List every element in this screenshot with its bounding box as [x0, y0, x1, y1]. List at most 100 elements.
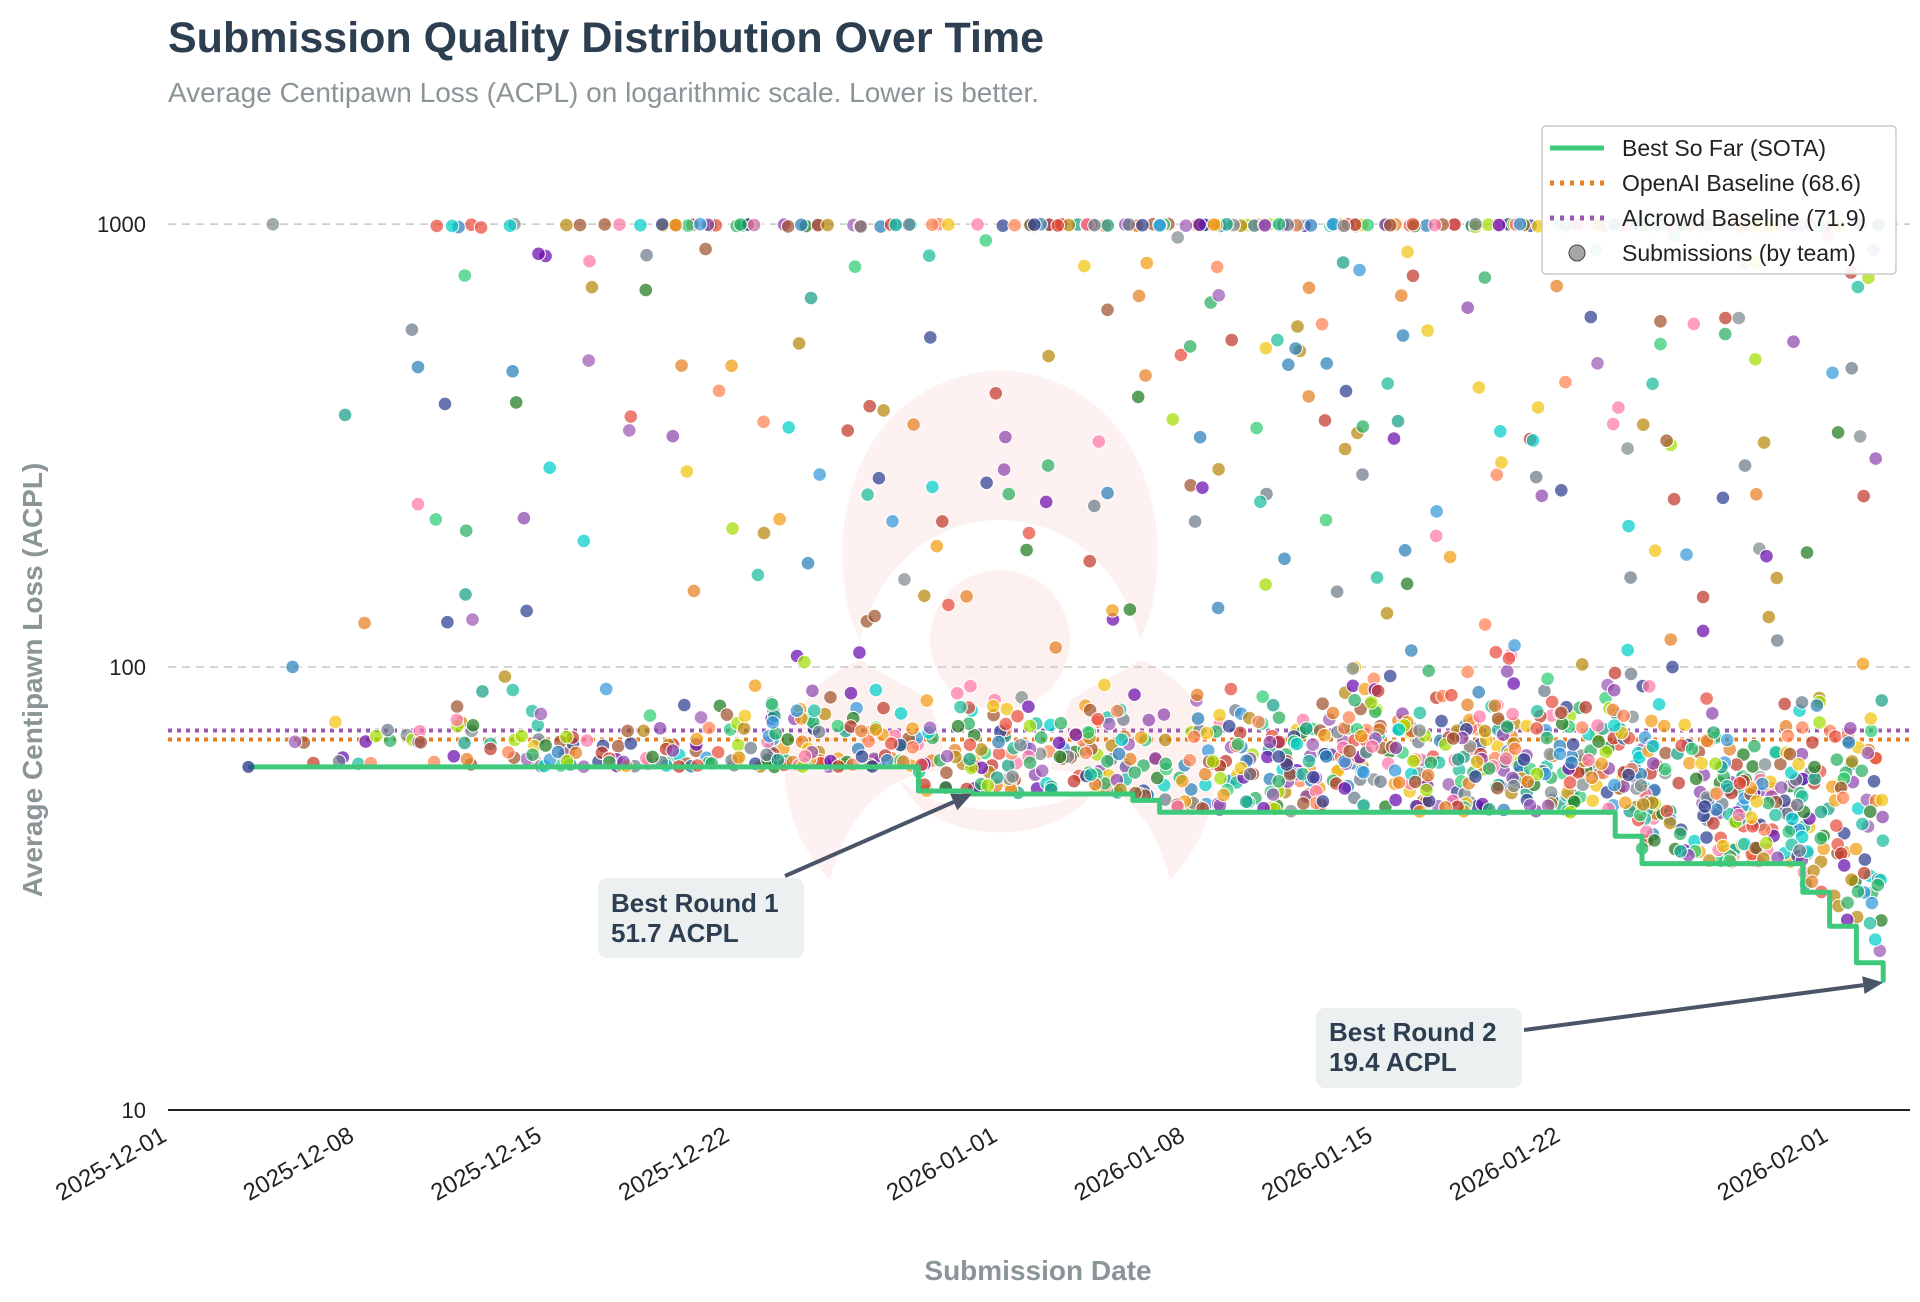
data-point: [1380, 376, 1395, 391]
data-point: [1606, 682, 1622, 698]
data-point: [1850, 279, 1866, 295]
data-point: [1780, 728, 1796, 744]
data-point: [1468, 769, 1483, 784]
data-point: [1759, 835, 1774, 851]
data-point: [677, 697, 692, 713]
data-point: [1211, 288, 1227, 303]
data-point: [1050, 218, 1066, 233]
data-point: [1110, 703, 1125, 719]
data-point: [953, 699, 968, 715]
data-point: [1472, 709, 1487, 725]
data-point: [962, 751, 977, 767]
data-point: [1444, 687, 1459, 703]
data-point: [1170, 230, 1185, 245]
data-point: [1281, 357, 1296, 373]
data-point: [1659, 803, 1675, 819]
data-point: [794, 217, 809, 233]
data-point: [1022, 718, 1038, 734]
data-point: [917, 588, 932, 604]
data-point: [1534, 488, 1550, 504]
data-point: [1158, 732, 1173, 748]
data-point: [876, 403, 891, 418]
data-point: [750, 567, 766, 583]
data-point: [285, 659, 300, 675]
data-point: [736, 721, 752, 736]
data-point: [1066, 773, 1082, 789]
data-point: [1183, 478, 1198, 493]
data-point: [711, 383, 727, 399]
data-point: [941, 217, 956, 232]
data-point: [1583, 309, 1599, 325]
data-point: [505, 364, 520, 379]
data-point: [1423, 755, 1439, 771]
data-point: [929, 538, 945, 554]
data-point: [1445, 731, 1461, 746]
data-point: [1301, 280, 1317, 296]
y-tick-label-10: 10: [122, 1098, 146, 1123]
data-point: [1400, 244, 1415, 260]
data-point: [1314, 316, 1330, 332]
data-point: [1356, 765, 1371, 780]
data-point: [1477, 270, 1493, 285]
data-point: [949, 686, 965, 701]
data-point: [457, 735, 472, 751]
data-point: [1864, 723, 1879, 739]
data-point: [1477, 723, 1493, 739]
x-tick-label-2026-01-22: 2026-01-22: [1445, 1122, 1565, 1207]
data-point: [853, 219, 869, 234]
data-point: [429, 218, 445, 234]
data-point: [1708, 756, 1723, 772]
logo-watermark: [784, 370, 1216, 880]
data-point: [1105, 603, 1120, 618]
data-point: [1759, 548, 1774, 564]
data-point: [1135, 217, 1150, 233]
data-point: [791, 336, 807, 351]
data-point: [1051, 735, 1067, 751]
data-point: [328, 714, 343, 730]
data-point: [1355, 419, 1371, 434]
data-point: [581, 353, 597, 368]
data-point: [1507, 741, 1523, 757]
data-point: [1489, 467, 1505, 483]
data-point: [1352, 262, 1367, 278]
data-point: [1189, 687, 1205, 703]
data-point: [1127, 765, 1143, 780]
sota-start-point: [242, 760, 255, 773]
data-point: [1506, 778, 1521, 794]
data-point: [939, 748, 955, 764]
data-point: [1529, 704, 1545, 719]
data-point: [1705, 706, 1720, 721]
data-point: [633, 217, 648, 233]
data-point: [440, 614, 455, 630]
data-point: [1255, 689, 1270, 705]
data-point: [970, 217, 985, 232]
data-point: [1206, 217, 1222, 232]
data-point: [287, 734, 303, 750]
data-point: [1265, 787, 1281, 802]
x-tick-label-2025-12-01: 2025-12-01: [51, 1122, 171, 1207]
data-point: [1682, 755, 1697, 771]
data-point: [1694, 756, 1709, 771]
data-point: [924, 217, 940, 232]
data-point: [1774, 780, 1789, 795]
data-point: [1844, 872, 1859, 888]
data-point: [1564, 755, 1579, 771]
data-point: [868, 722, 884, 737]
data-point: [1686, 316, 1702, 332]
data-point: [1138, 368, 1153, 383]
data-point: [737, 708, 753, 724]
data-point: [446, 749, 462, 764]
data-point: [1216, 787, 1231, 803]
data-point: [979, 475, 994, 491]
data-point: [847, 259, 863, 275]
data-point: [998, 429, 1013, 445]
data-point: [1749, 794, 1764, 809]
data-point: [1662, 815, 1678, 831]
data-point: [1501, 651, 1517, 666]
data-point: [1786, 334, 1801, 350]
data-point: [1554, 483, 1569, 498]
data-point: [1679, 547, 1694, 562]
data-point: [680, 218, 696, 233]
data-point: [1341, 710, 1357, 725]
data-point: [610, 738, 626, 754]
